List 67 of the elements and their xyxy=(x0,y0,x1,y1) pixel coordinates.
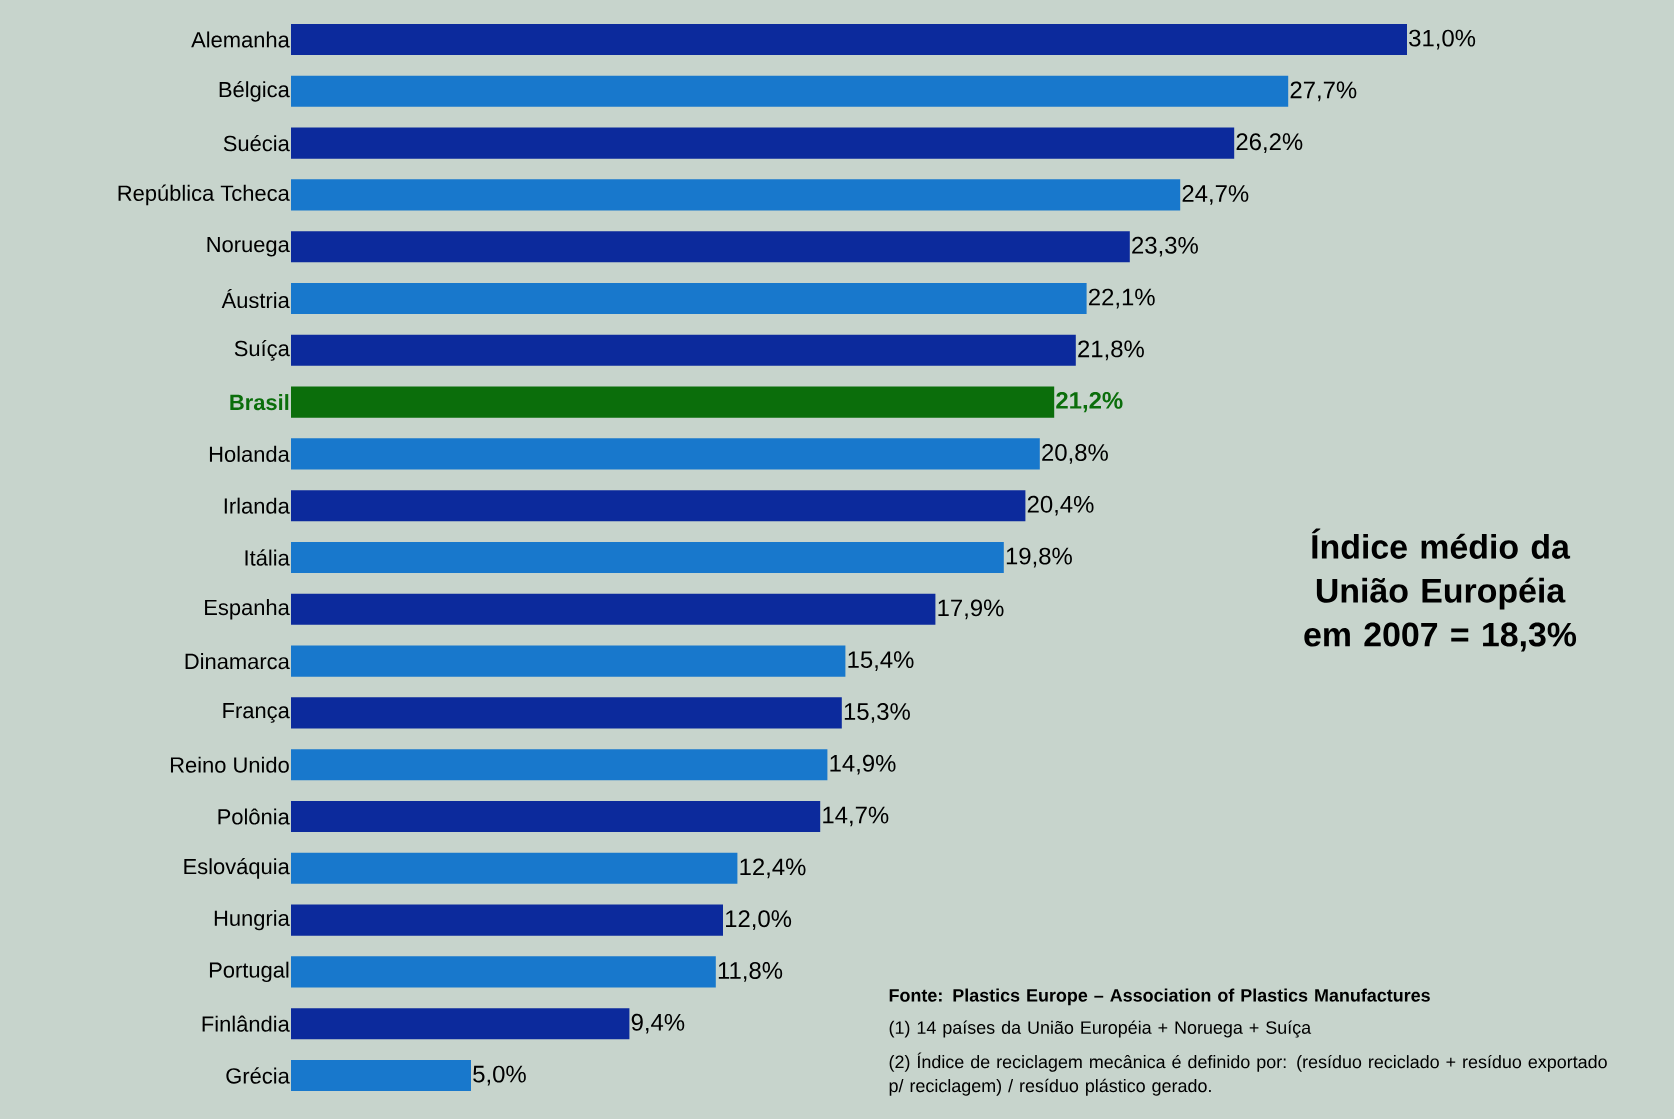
y-tick-label: França xyxy=(223,703,290,723)
data-label: 31,0% xyxy=(1409,29,1476,50)
data-label: 23,3% xyxy=(1132,236,1198,257)
data-label: 12,0% xyxy=(726,910,792,930)
bar xyxy=(291,749,828,781)
y-tick-label: Hungria xyxy=(214,909,290,931)
y-tick-label: Irlanda xyxy=(224,497,290,514)
data-label: 15,3% xyxy=(844,703,910,723)
data-label: 21,2% xyxy=(1056,391,1123,413)
bar xyxy=(291,127,1235,159)
bar xyxy=(291,438,1040,470)
y-tick-label: Bélgica xyxy=(219,80,290,102)
bar xyxy=(291,800,821,833)
y-tick-label: Polônia xyxy=(218,808,290,825)
bar xyxy=(291,75,1289,107)
y-tick-label: Áustria xyxy=(221,288,290,309)
annotation: Fonte: Plastics Europe – Association of Plastics Manufactures xyxy=(889,988,1430,1006)
data-label: 15,4% xyxy=(848,651,914,671)
data-label: 12,4% xyxy=(740,858,806,879)
bar xyxy=(291,1059,471,1092)
bar xyxy=(291,23,1407,56)
data-label: 24,7% xyxy=(1182,185,1249,205)
data-label: 20,8% xyxy=(1042,444,1108,464)
bar xyxy=(291,334,1076,366)
data-label: 19,8% xyxy=(1006,547,1072,568)
bar xyxy=(291,904,723,936)
data-label: 17,9% xyxy=(938,599,1004,620)
bar xyxy=(291,593,936,625)
data-label: 21,8% xyxy=(1078,340,1144,361)
data-label: 22,1% xyxy=(1089,288,1155,309)
bar xyxy=(291,541,1004,574)
y-tick-label: Portugal xyxy=(209,961,289,983)
annotation: (2) Índice de reciclagem mecânica é definido por: (resíduo reciclado + resíduo exportado p/ reciclagem) / resíduo plástico gerado. xyxy=(889,1052,1607,1096)
y-tick-label: Espanha xyxy=(205,599,290,620)
bar xyxy=(291,852,738,884)
y-tick-label: Brasil xyxy=(230,394,289,411)
y-tick-label: Itália xyxy=(245,549,290,566)
y-tick-label: Suécia xyxy=(223,134,290,152)
y-tick-label: Eslováquia xyxy=(184,857,290,879)
data-label: 5,0% xyxy=(473,1065,526,1086)
bar xyxy=(291,282,1087,315)
bar xyxy=(291,956,716,988)
annotation: (1) 14 países da União Européia + Noruega + Suíça xyxy=(889,1020,1312,1038)
y-tick-label: Alemanha xyxy=(191,31,290,48)
bar xyxy=(291,645,846,677)
y-tick-label: Grécia xyxy=(226,1067,290,1084)
bar xyxy=(291,697,842,729)
data-label: 11,8% xyxy=(718,962,783,982)
y-tick-label: Finlândia xyxy=(202,1015,290,1032)
y-tick-label: Reino Unido xyxy=(170,756,289,773)
data-label: 14,9% xyxy=(830,754,896,775)
y-tick-label: República Tcheca xyxy=(118,184,290,206)
annotation: Índice médio da União Européia em 2007 = 18,3% xyxy=(1304,528,1577,652)
y-tick-label: Noruega xyxy=(207,236,290,257)
y-tick-label: Holanda xyxy=(209,445,290,462)
bar xyxy=(291,1008,630,1040)
y-tick-label: Dinamarca xyxy=(185,653,290,670)
data-label: 20,4% xyxy=(1027,495,1094,516)
data-label: 27,7% xyxy=(1290,81,1357,102)
bar xyxy=(291,179,1181,211)
bar xyxy=(291,386,1055,418)
data-label: 14,7% xyxy=(823,806,889,827)
data-label: 26,2% xyxy=(1236,133,1303,153)
y-tick-label: Suíça xyxy=(234,339,290,361)
bar xyxy=(291,231,1130,263)
data-label: 9,4% xyxy=(631,1013,685,1034)
bar xyxy=(291,490,1026,522)
